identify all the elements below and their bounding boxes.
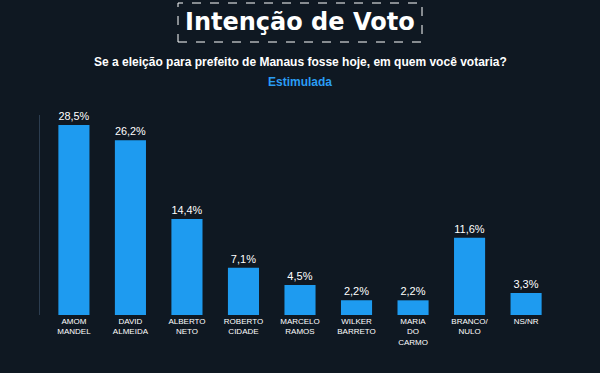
svg-text:NS/NR: NS/NR <box>514 317 539 326</box>
svg-text:AMOMMANDEL: AMOMMANDEL <box>57 317 91 336</box>
svg-text:4,5%: 4,5% <box>287 270 312 282</box>
svg-text:14,4%: 14,4% <box>171 204 202 216</box>
svg-text:2,2%: 2,2% <box>400 285 425 297</box>
svg-text:Estimulada: Estimulada <box>268 75 332 89</box>
svg-text:MARIADOCARMO: MARIADOCARMO <box>398 317 428 347</box>
svg-text:WILKERBARRETO: WILKERBARRETO <box>337 317 376 336</box>
svg-text:DAVIDALMEIDA: DAVIDALMEIDA <box>113 317 149 336</box>
svg-text:7,1%: 7,1% <box>231 253 256 265</box>
svg-text:28,5%: 28,5% <box>58 110 89 122</box>
svg-text:Se a eleição para prefeito de: Se a eleição para prefeito de Manaus fos… <box>94 55 507 69</box>
svg-text:BRANCO/NULO: BRANCO/NULO <box>451 317 488 336</box>
svg-text:MARCELORAMOS: MARCELORAMOS <box>280 317 320 336</box>
svg-text:3,3%: 3,3% <box>513 278 538 290</box>
svg-text:11,6%: 11,6% <box>454 223 485 235</box>
svg-text:ROBERTOCIDADE: ROBERTOCIDADE <box>224 317 263 336</box>
svg-text:ALBERTONETO: ALBERTONETO <box>168 317 205 336</box>
svg-text:Intenção de Voto: Intenção de Voto <box>185 8 415 36</box>
svg-text:2,2%: 2,2% <box>344 285 369 297</box>
svg-text:26,2%: 26,2% <box>115 125 146 137</box>
